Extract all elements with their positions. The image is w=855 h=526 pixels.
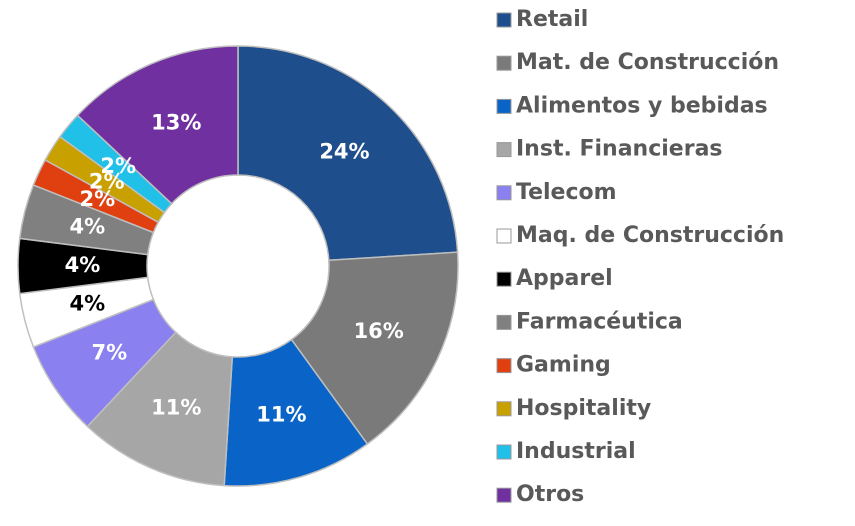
data-label: 2% (100, 154, 136, 178)
legend-label: Gaming (516, 353, 611, 378)
legend-label: Apparel (516, 266, 613, 291)
data-label: 11% (151, 396, 201, 420)
legend-label: Alimentos y bebidas (516, 93, 768, 118)
data-label: 4% (70, 292, 106, 316)
data-label: 24% (319, 140, 369, 164)
legend-label: Inst. Financieras (516, 137, 723, 162)
legend-swatch (496, 487, 512, 503)
data-label: 4% (70, 214, 106, 238)
donut-slice (86, 331, 234, 487)
legend-swatch (496, 314, 512, 330)
legend-label: Telecom (516, 180, 617, 205)
data-label: 4% (65, 253, 101, 277)
legend-label: Otros (516, 482, 584, 507)
legend-swatch (496, 271, 512, 287)
legend-label: Hospitality (516, 396, 651, 421)
legend-swatch (496, 142, 512, 158)
legend-swatch (496, 358, 512, 374)
legend-swatch (496, 12, 512, 28)
legend-swatch (496, 55, 512, 71)
data-label: 2% (89, 170, 125, 194)
legend-swatch (496, 401, 512, 417)
legend-swatch (496, 228, 512, 244)
donut-slice (237, 45, 459, 262)
donut-slice (223, 338, 369, 487)
legend-swatch (496, 444, 512, 460)
legend-swatch (496, 185, 512, 201)
data-label: 2% (79, 187, 115, 211)
data-label: 16% (354, 319, 404, 343)
data-label: 13% (151, 110, 201, 134)
legend-label: Mat. de Construcción (516, 50, 779, 75)
donut-slice (76, 45, 239, 205)
legend-label: Industrial (516, 439, 636, 464)
legend-label: Farmacéutica (516, 309, 683, 334)
legend-label: Maq. de Construcción (516, 223, 784, 248)
legend-label: Retail (516, 7, 588, 32)
legend-swatch (496, 98, 512, 114)
data-label: 7% (92, 340, 128, 364)
data-label: 11% (256, 402, 306, 426)
